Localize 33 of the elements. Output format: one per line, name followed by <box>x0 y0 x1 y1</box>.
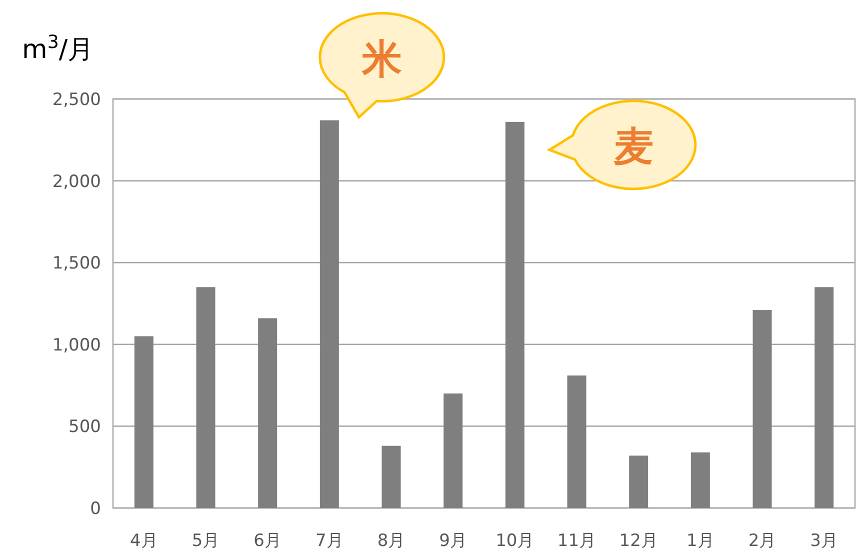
bar <box>505 122 524 508</box>
bar <box>134 336 154 508</box>
bar <box>629 456 648 508</box>
x-tick-label: 2月 <box>748 531 776 551</box>
x-tick-label: 7月 <box>316 531 344 551</box>
x-tick-label: 5月 <box>192 531 220 551</box>
x-tick-label: 10月 <box>496 531 534 551</box>
y-tick-label: 2,500 <box>52 90 101 110</box>
y-tick-label: 0 <box>90 499 101 519</box>
x-tick-label: 12月 <box>619 531 658 551</box>
bar <box>444 393 463 508</box>
x-tick-label: 8月 <box>377 531 406 551</box>
bar <box>814 287 834 508</box>
bar <box>320 120 339 508</box>
x-tick-label: 3月 <box>810 531 838 551</box>
x-tick-label: 11月 <box>557 531 596 551</box>
bar <box>567 375 586 508</box>
y-tick-label: 1,500 <box>52 254 101 274</box>
bar <box>258 318 278 508</box>
annotation: 麦 <box>613 124 654 170</box>
x-tick-label: 9月 <box>439 531 467 551</box>
bar <box>196 287 216 508</box>
x-tick-label: 6月 <box>254 531 282 551</box>
x-tick-label: 1月 <box>686 531 714 551</box>
annotation: 米 <box>360 36 402 82</box>
y-axis-title: m$^{3}$/月 <box>22 32 94 65</box>
x-tick-label: 4月 <box>130 531 158 551</box>
y-tick-label: 500 <box>68 417 101 438</box>
bar <box>690 452 710 508</box>
y-tick-label: 1,000 <box>52 335 101 356</box>
y-tick-label: 2,000 <box>52 172 101 192</box>
bar <box>752 310 772 508</box>
bar <box>382 446 401 508</box>
